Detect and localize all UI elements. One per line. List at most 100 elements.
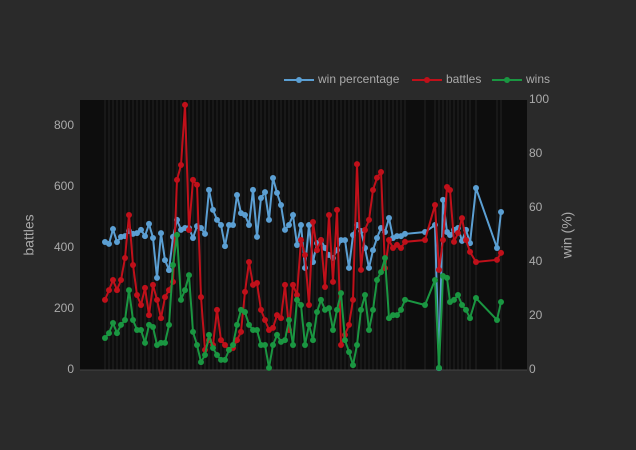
y-tick-label: 200	[54, 301, 74, 315]
point	[258, 195, 264, 202]
point	[254, 280, 260, 287]
point	[246, 222, 252, 229]
point	[146, 312, 152, 319]
point	[318, 296, 324, 303]
y2-tick-label: 40	[529, 254, 543, 268]
point	[158, 230, 164, 237]
point	[473, 185, 479, 192]
point	[170, 262, 176, 269]
point	[178, 161, 184, 168]
point	[294, 291, 300, 298]
point	[402, 230, 408, 237]
point	[302, 341, 308, 348]
point	[230, 222, 236, 229]
point	[338, 290, 344, 297]
point	[190, 234, 196, 241]
point	[154, 274, 160, 281]
point	[214, 352, 220, 359]
point	[166, 267, 172, 274]
point	[150, 281, 156, 288]
point	[158, 315, 164, 322]
point	[246, 259, 252, 265]
y-tick-label: 600	[54, 179, 74, 193]
point	[110, 320, 116, 327]
point	[298, 237, 304, 244]
point	[274, 331, 280, 338]
point	[238, 328, 244, 335]
point	[451, 238, 457, 245]
point	[150, 323, 156, 330]
point	[202, 230, 208, 237]
point	[282, 226, 288, 233]
point	[126, 212, 132, 219]
point	[378, 169, 384, 175]
point	[122, 316, 128, 323]
point	[230, 341, 236, 348]
point	[467, 315, 473, 322]
point	[294, 241, 300, 248]
point	[334, 306, 340, 313]
point	[374, 174, 380, 181]
point	[234, 192, 240, 199]
point	[467, 248, 473, 255]
point	[310, 219, 316, 226]
legend-marker	[504, 77, 510, 83]
point	[150, 234, 156, 241]
point	[314, 309, 320, 316]
point	[106, 287, 112, 294]
point	[138, 302, 144, 309]
point	[286, 222, 292, 229]
point	[278, 202, 284, 209]
point	[114, 330, 120, 337]
point	[142, 233, 148, 240]
point	[138, 226, 144, 233]
point	[190, 176, 196, 183]
point	[162, 294, 168, 301]
point	[455, 291, 461, 298]
point	[422, 237, 428, 244]
point	[274, 189, 280, 196]
point	[338, 341, 344, 348]
point	[494, 256, 500, 263]
point	[142, 339, 148, 346]
point	[440, 196, 446, 203]
y-tick-label: 400	[54, 240, 74, 254]
point	[432, 277, 438, 283]
point	[174, 231, 180, 238]
point	[114, 239, 120, 246]
point	[218, 222, 224, 229]
point	[210, 206, 216, 213]
point	[282, 281, 288, 288]
point	[194, 341, 200, 348]
point	[186, 272, 192, 279]
point	[432, 201, 438, 208]
point	[346, 264, 352, 271]
point	[350, 296, 356, 303]
point	[334, 206, 340, 213]
point	[234, 321, 240, 328]
point	[154, 296, 160, 303]
point	[122, 255, 128, 262]
point	[330, 278, 336, 285]
point	[436, 364, 442, 371]
point	[326, 305, 332, 312]
point	[302, 251, 308, 258]
point	[118, 321, 124, 328]
point	[374, 277, 380, 283]
point	[386, 237, 392, 244]
point	[374, 234, 380, 241]
point	[186, 226, 192, 233]
y-tick-label: 800	[54, 118, 74, 132]
point	[242, 309, 248, 316]
y2-tick-label: 100	[529, 92, 549, 106]
point	[106, 330, 112, 337]
point	[286, 316, 292, 323]
point	[270, 324, 276, 331]
point	[342, 237, 348, 244]
point	[463, 237, 469, 244]
point	[447, 232, 453, 238]
point	[262, 316, 268, 323]
point	[126, 287, 132, 294]
point	[206, 186, 212, 193]
point	[298, 222, 304, 229]
